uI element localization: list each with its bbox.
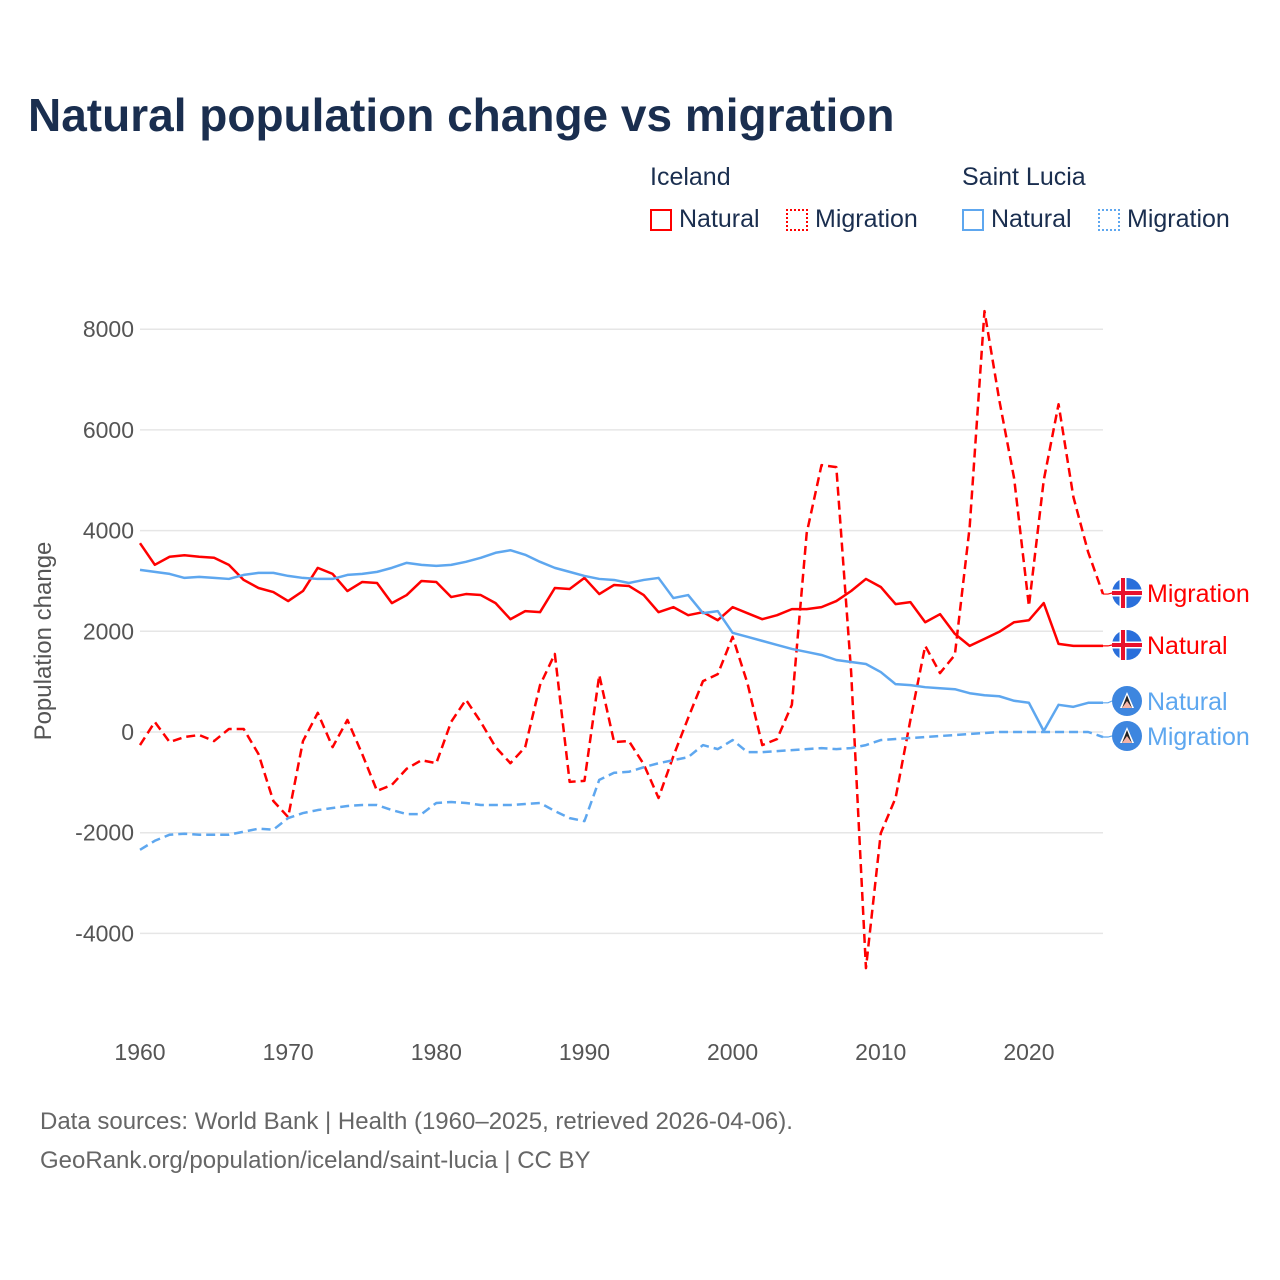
flag-triangle [1122,701,1132,708]
y-axis-label: Population change [30,542,57,741]
label-connector [1103,592,1113,595]
x-tick-label: 1960 [114,1039,165,1065]
label-connector [1103,644,1113,647]
y-tick-label: 2000 [83,618,134,644]
chart-title: Natural population change vs migration [28,89,895,141]
saint-lucia-flag-icon [1112,721,1142,751]
series-end-label: Migration [1147,723,1250,751]
series-end-label: Natural [1147,632,1228,660]
x-tick-label: 2010 [855,1039,906,1065]
footer-source: Data sources: World Bank | Health (1960–… [40,1108,793,1135]
x-tick-label: 2000 [707,1039,758,1065]
legend-swatch-solid-icon [650,208,672,231]
legend-label: Migration [815,205,918,233]
legend-label: Natural [679,205,760,233]
y-tick-label: -4000 [75,920,134,946]
legend-group-title: Iceland [650,163,731,191]
y-tick-label: 0 [121,719,134,745]
flag-cross [1121,578,1125,608]
legend-label: Migration [1127,205,1230,233]
series-line-saint-lucia-natural [139,548,1103,733]
flag-triangle [1122,736,1132,743]
legend-swatch-dashed-icon [786,208,808,231]
label-connector [1103,735,1113,738]
legend-item-iceland-natural[interactable]: Natural [650,205,760,234]
x-tick-label: 1980 [411,1039,462,1065]
series-line-saint-lucia-migration [139,730,1104,851]
x-tick-label: 1990 [559,1039,610,1065]
legend-group-title: Saint Lucia [962,163,1086,191]
x-tick-label: 1970 [263,1039,314,1065]
legend-swatch-dashed-icon [1098,208,1120,231]
flag-cross [1112,591,1142,595]
iceland-flag-icon [1112,630,1142,660]
legend-label: Natural [991,205,1072,233]
series-line-iceland-natural [138,542,1103,648]
flag-cross [1112,643,1142,647]
saint-lucia-flag-icon [1112,686,1142,716]
y-tick-label: -2000 [75,820,134,846]
legend-item-saint-lucia-migration[interactable]: Migration [1098,205,1230,234]
series-end-label: Migration [1147,580,1250,608]
flag-cross [1121,630,1125,660]
legend-item-saint-lucia-natural[interactable]: Natural [962,205,1072,234]
y-tick-label: 6000 [83,417,134,443]
series-end-label: Natural [1147,688,1228,716]
y-tick-label: 8000 [83,316,134,342]
y-tick-label: 4000 [83,518,134,544]
x-tick-label: 2020 [1003,1039,1054,1065]
legend-swatch-solid-icon [962,208,984,231]
legend-item-iceland-migration[interactable]: Migration [786,205,918,234]
series-line-iceland-migration [138,309,1105,970]
label-connector [1103,700,1113,704]
iceland-flag-icon [1112,578,1142,608]
footer-link[interactable]: GeoRank.org/population/iceland/saint-luc… [40,1147,591,1174]
